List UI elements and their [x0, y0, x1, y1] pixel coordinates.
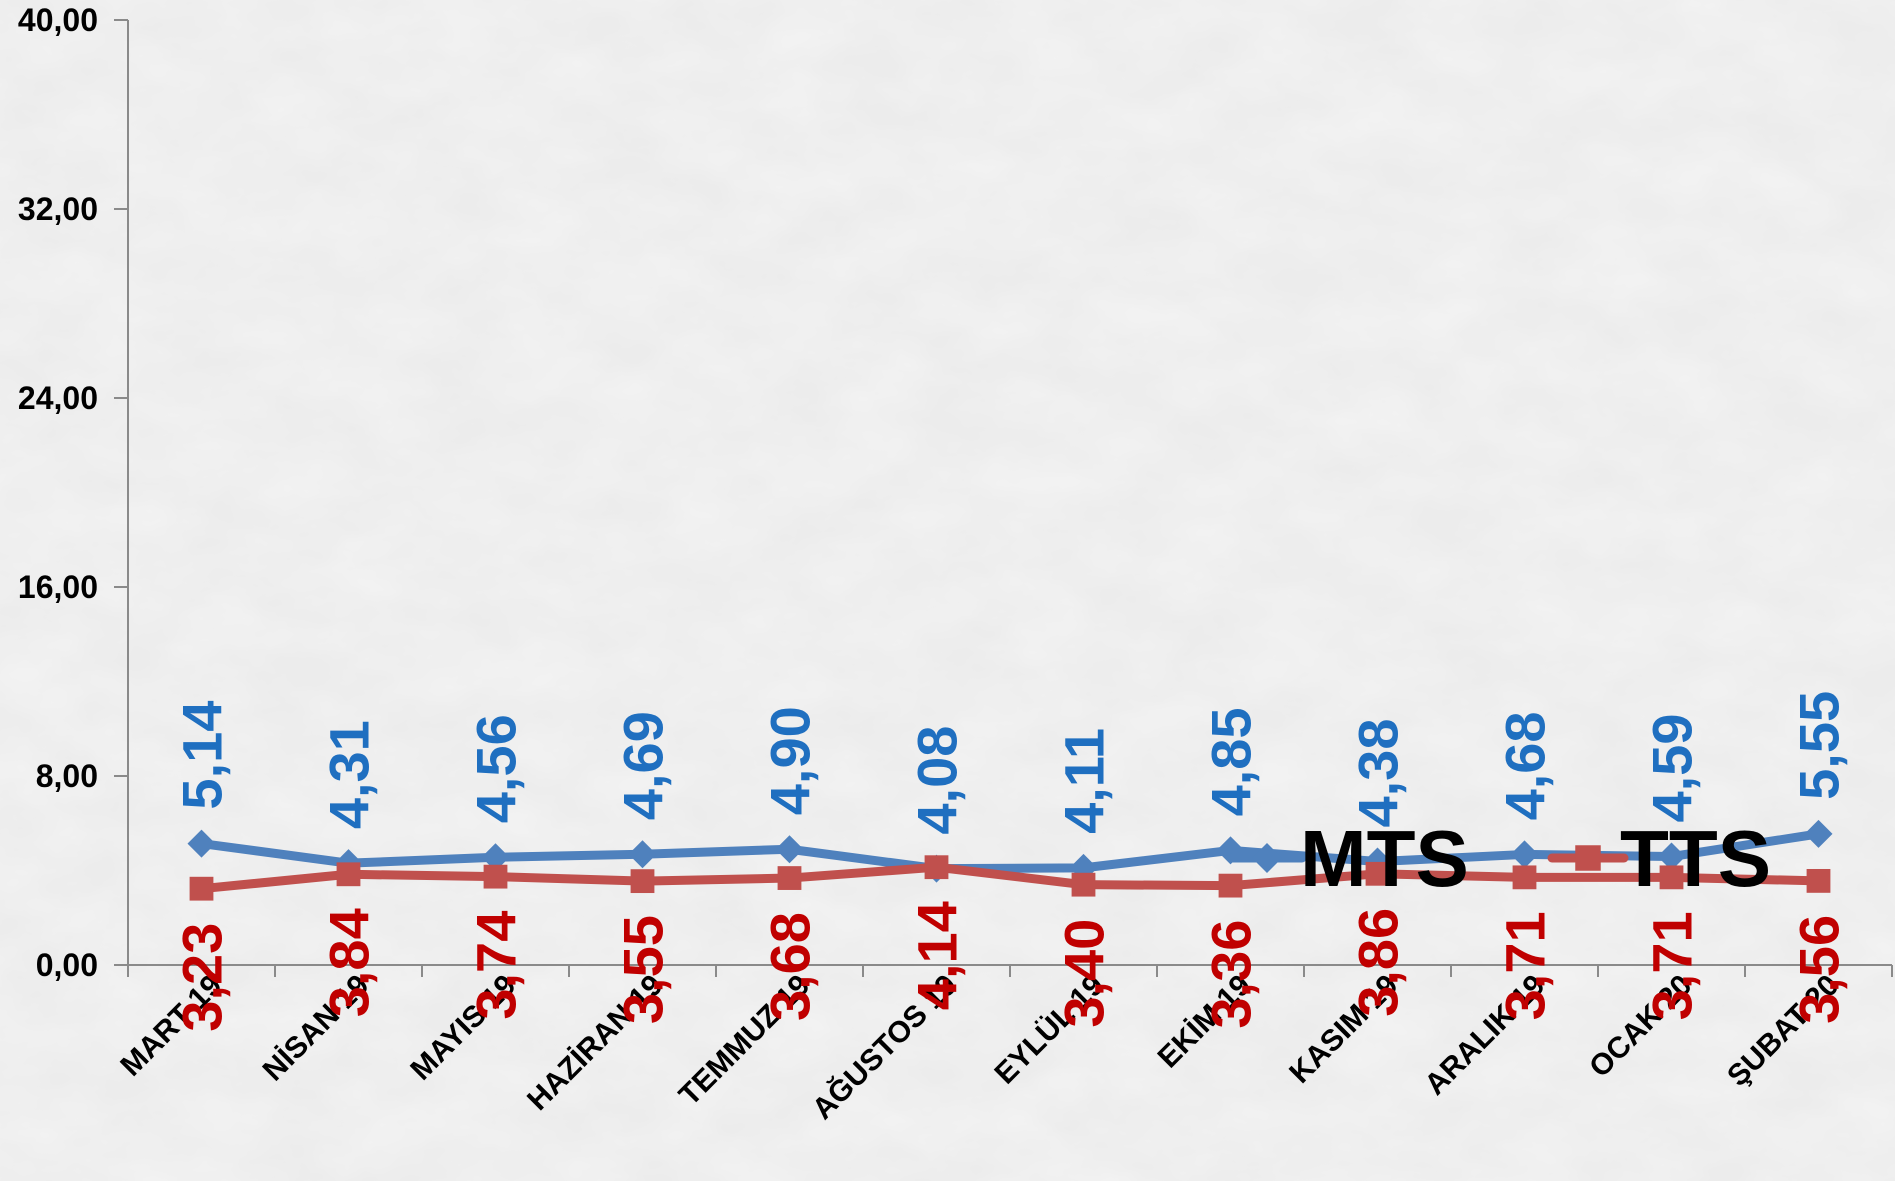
data-point-tts	[1659, 865, 1684, 890]
data-label-tts: 3,56	[1788, 915, 1851, 1024]
data-point-tts	[1365, 861, 1390, 886]
data-label-mts: 4,68	[1494, 711, 1557, 820]
legend-marker-tts	[1575, 845, 1601, 871]
data-label-mts: 4,08	[906, 726, 969, 835]
data-label-tts: 3,23	[171, 923, 234, 1032]
data-label-tts: 3,55	[612, 915, 675, 1024]
data-label-tts: 3,71	[1641, 911, 1704, 1020]
legend: MTS TTS	[1227, 814, 1771, 903]
data-label-mts: 4,90	[759, 706, 822, 815]
data-label-mts: 4,31	[318, 720, 381, 829]
data-label-mts: 5,14	[171, 701, 234, 810]
data-point-tts	[924, 855, 949, 880]
data-point-tts	[1806, 868, 1831, 893]
data-label-tts: 3,71	[1494, 911, 1557, 1020]
data-point-tts	[777, 866, 802, 890]
data-label-mts: 4,59	[1641, 714, 1704, 823]
data-labels: 5,14 4,31 4,56 4,69 4,90 4,08 4,11 4,85 4,38 4,68…	[171, 691, 1851, 1032]
data-label-mts: 4,38	[1347, 719, 1410, 828]
data-label-tts: 3,74	[465, 911, 528, 1020]
y-tick-label: 8,00	[36, 758, 98, 794]
data-label-tts: 3,68	[759, 912, 822, 1021]
data-point-mts	[628, 840, 657, 869]
legend-label-mts: MTS	[1300, 814, 1469, 903]
data-point-tts	[189, 876, 214, 901]
data-point-tts	[1512, 865, 1537, 890]
data-label-mts: 4,69	[612, 711, 675, 820]
legend-label-tts: TTS	[1620, 814, 1771, 903]
data-point-mts	[187, 829, 216, 858]
data-label-tts: 3,36	[1200, 920, 1263, 1029]
data-label-tts: 3,84	[318, 908, 381, 1017]
data-point-tts	[1071, 872, 1096, 897]
y-tick-label: 24,00	[18, 380, 98, 416]
data-point-mts	[1804, 819, 1833, 848]
data-point-mts	[481, 843, 510, 872]
data-label-tts: 3,86	[1347, 908, 1410, 1017]
data-label-mts: 4,56	[465, 714, 528, 823]
data-point-tts	[336, 862, 361, 887]
series-line-tts	[197, 862, 1823, 894]
data-label-mts: 5,55	[1788, 691, 1851, 800]
y-tick-label: 32,00	[18, 191, 98, 227]
data-point-mts	[1510, 840, 1539, 869]
data-point-tts	[483, 864, 508, 889]
data-point-tts	[1218, 873, 1243, 898]
y-tick-label: 16,00	[18, 569, 98, 605]
data-point-mts	[1657, 842, 1686, 871]
data-label-mts: 4,11	[1053, 728, 1116, 834]
y-tick-label: 40,00	[18, 2, 98, 38]
data-point-mts	[775, 835, 804, 864]
data-label-tts: 3,40	[1053, 919, 1116, 1028]
data-label-tts: 4,14	[906, 901, 969, 1010]
y-tick-label: 0,00	[36, 947, 98, 983]
legend-marker-mts	[1252, 843, 1282, 873]
data-label-mts: 4,85	[1200, 707, 1263, 816]
data-point-tts	[630, 869, 655, 894]
